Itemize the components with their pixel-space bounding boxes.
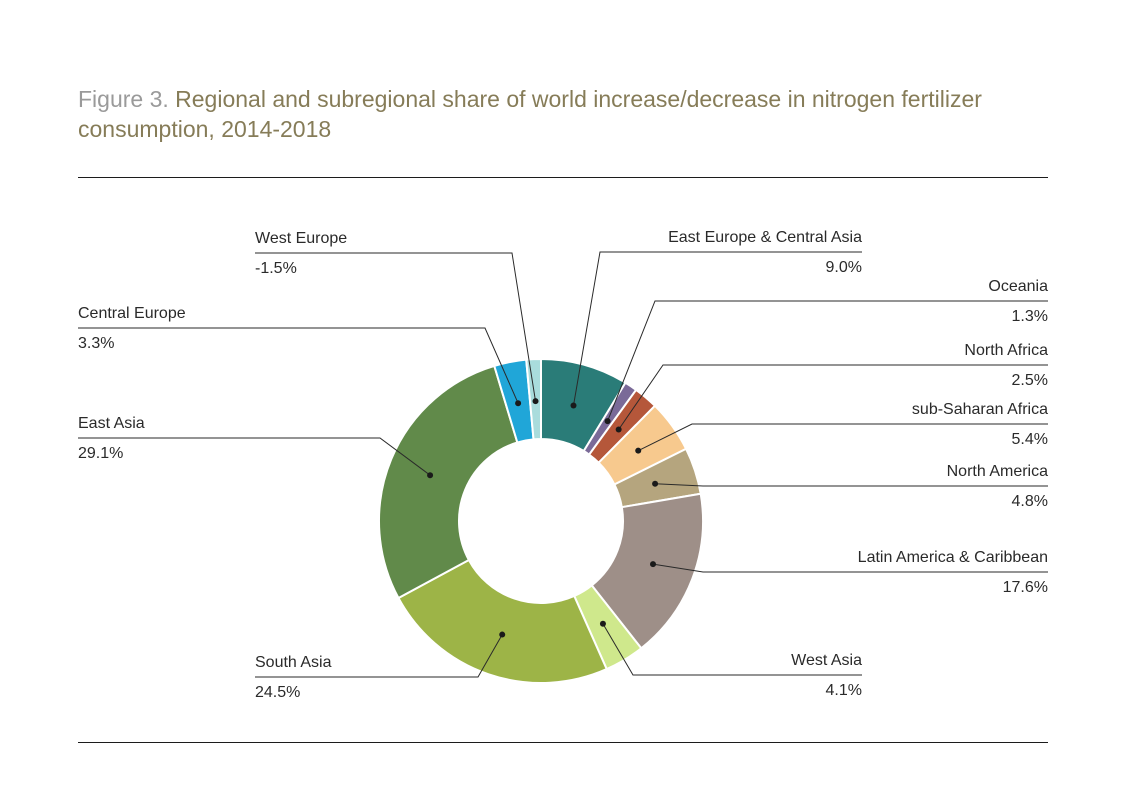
leader-dot-west-asia — [599, 620, 606, 627]
slice-latin-america-and-caribbean — [590, 492, 704, 650]
label-oceania-name: Oceania — [988, 278, 1048, 295]
label-east-europe-and-central-asia-value: 9.0% — [826, 259, 862, 276]
leader-dot-east-europe-and-central-asia — [570, 402, 577, 409]
label-central-europe-name: Central Europe — [78, 305, 186, 322]
leader-west-asia — [602, 623, 862, 676]
slice-south-asia — [397, 558, 609, 684]
leader-east-asia — [78, 437, 431, 476]
leader-dot-north-africa — [615, 426, 622, 433]
leader-sub-saharan-africa — [638, 423, 1048, 452]
leader-latin-america-and-caribbean — [652, 563, 1048, 573]
figure-number: Figure 3. — [78, 86, 169, 112]
label-oceania-value: 1.3% — [1012, 308, 1048, 325]
leader-north-america — [655, 483, 1048, 487]
label-latin-america-and-caribbean-value: 17.6% — [1003, 579, 1048, 596]
slice-labels: East Europe & Central Asia 9.0% Oceania 1.3… — [78, 229, 1048, 701]
label-north-africa-name: North Africa — [964, 342, 1048, 359]
label-east-asia-value: 29.1% — [78, 445, 123, 462]
label-sub-saharan-africa-value: 5.4% — [1012, 431, 1048, 448]
label-north-america-name: North America — [947, 463, 1048, 480]
leader-dot-south-asia — [499, 631, 506, 638]
figure-title: Figure 3. Regional and subregional share… — [78, 84, 1038, 144]
label-latin-america-and-caribbean-name: Latin America & Caribbean — [858, 549, 1048, 566]
leader-oceania — [607, 300, 1048, 422]
donut-slices — [378, 357, 704, 684]
figure-caption: Regional and subregional share of world … — [78, 86, 982, 142]
leader-lines — [78, 251, 1048, 678]
label-north-africa-value: 2.5% — [1012, 372, 1048, 389]
label-west-asia-name: West Asia — [791, 652, 862, 669]
label-south-asia-value: 24.5% — [255, 684, 300, 701]
bottom-rule — [78, 742, 1048, 743]
label-west-asia-value: 4.1% — [826, 682, 862, 699]
leader-north-africa — [618, 364, 1048, 430]
label-west-europe-value: -1.5% — [255, 260, 297, 277]
leader-central-europe — [78, 327, 519, 404]
label-east-asia-name: East Asia — [78, 415, 145, 432]
label-central-europe-value: 3.3% — [78, 335, 114, 352]
leader-dot-north-america — [652, 480, 659, 487]
leader-dot-east-asia — [427, 472, 434, 479]
leader-west-europe — [255, 252, 537, 402]
top-rule — [78, 177, 1048, 178]
leader-dot-sub-saharan-africa — [635, 447, 642, 454]
leader-dot-central-europe — [515, 400, 522, 407]
label-north-america-value: 4.8% — [1012, 493, 1048, 510]
label-east-europe-and-central-asia-name: East Europe & Central Asia — [668, 229, 862, 246]
leader-dot-oceania — [604, 418, 611, 425]
leader-south-asia — [255, 634, 503, 678]
slice-east-asia — [378, 364, 519, 600]
label-west-europe-name: West Europe — [255, 230, 347, 247]
leader-dot-west-europe — [532, 398, 539, 405]
label-sub-saharan-africa-name: sub-Saharan Africa — [912, 401, 1048, 418]
leader-east-europe-and-central-asia — [573, 251, 862, 406]
leader-dot-latin-america-and-caribbean — [650, 561, 657, 568]
label-south-asia-name: South Asia — [255, 654, 332, 671]
